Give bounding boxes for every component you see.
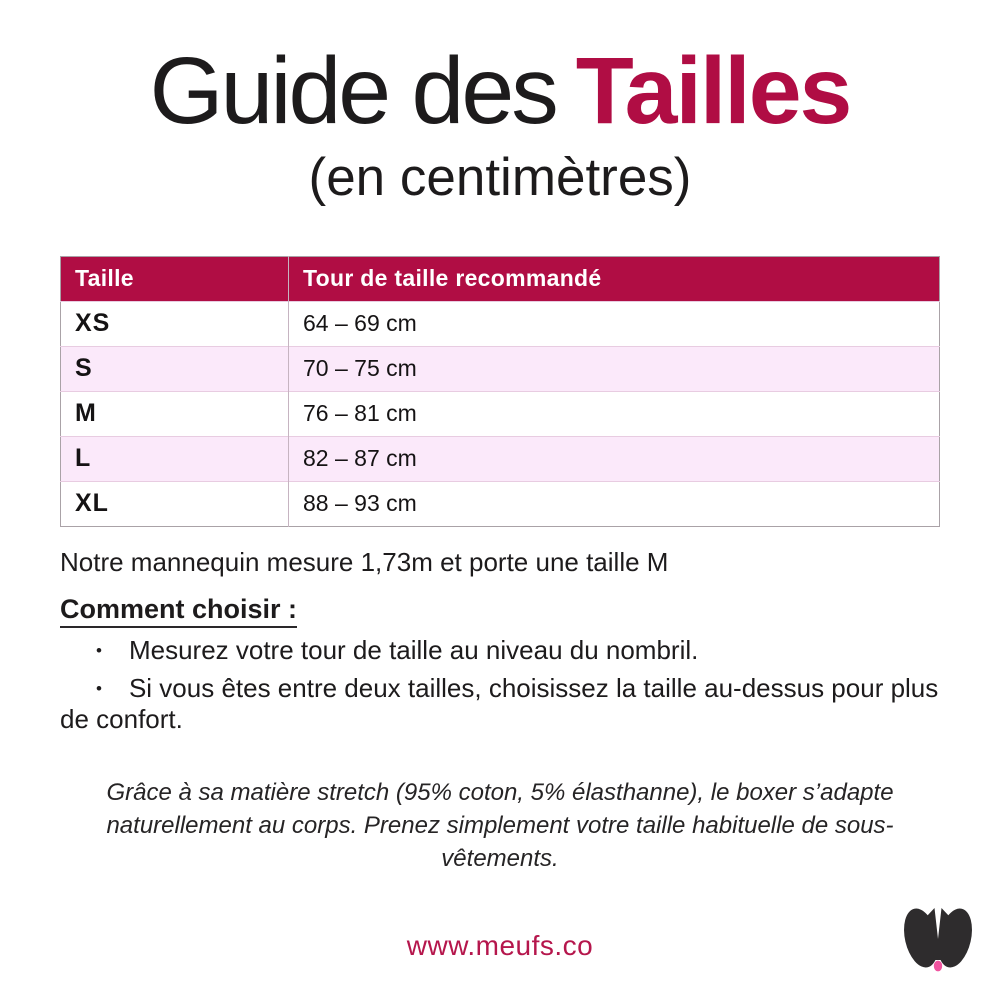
how-to-choose-heading: Comment choisir : [60,594,298,628]
page-title: Guide des Tailles [0,40,1000,143]
page-title-accent: Tailles [575,38,853,144]
model-note: Notre mannequin mesure 1,73m et porte un… [60,546,669,577]
size-cell: M [60,390,289,437]
column-header-tour-de-taille: Tour de taille recommandé [288,256,940,302]
table-row: S 70 – 75 cm [60,345,940,392]
size-cell: XS [60,300,289,347]
website-link[interactable]: www.meufs.co [406,930,594,961]
page-subtitle: (en centimètres) [308,147,692,207]
size-cell: L [60,435,289,482]
range-cell: 76 – 81 cm [288,390,940,437]
column-header-taille: Taille [60,256,289,302]
table-row: L 82 – 87 cm [60,435,940,482]
header: Guide des Tailles (en centimètres) [0,0,1000,208]
logo-pink-dot [933,960,943,972]
size-table: Taille Tour de taille recommandé XS 64 –… [60,255,940,527]
table-header-row: Taille Tour de taille recommandé [60,256,940,302]
page-title-prefix: Guide des [149,38,559,144]
stretch-note: Grâce à sa matière stretch (95% coton, 5… [106,778,894,872]
table-row: XS 64 – 69 cm [60,300,940,347]
table-row: XL 88 – 93 cm [60,480,940,527]
logo-m-shape [904,908,972,968]
meufs-m-logo [904,908,972,972]
list-item: • Mesurez votre tour de taille au niveau … [60,635,940,666]
bullet-icon: • [96,678,102,698]
table-row: M 76 – 81 cm [60,390,940,437]
range-cell: 70 – 75 cm [288,345,940,392]
list-item: • Si vous êtes entre deux tailles, choisi… [60,673,940,734]
range-cell: 64 – 69 cm [288,300,940,347]
size-cell: S [60,345,289,392]
bullet-text: Si vous êtes entre deux tailles, choisis… [60,672,939,734]
notes-section: Notre mannequin mesure 1,73m et porte un… [60,547,940,734]
size-cell: XL [60,480,289,527]
range-cell: 88 – 93 cm [288,480,940,527]
range-cell: 82 – 87 cm [288,435,940,482]
bullet-icon: • [96,640,102,660]
bullet-text: Mesurez votre tour de taille au niveau d… [128,634,699,665]
